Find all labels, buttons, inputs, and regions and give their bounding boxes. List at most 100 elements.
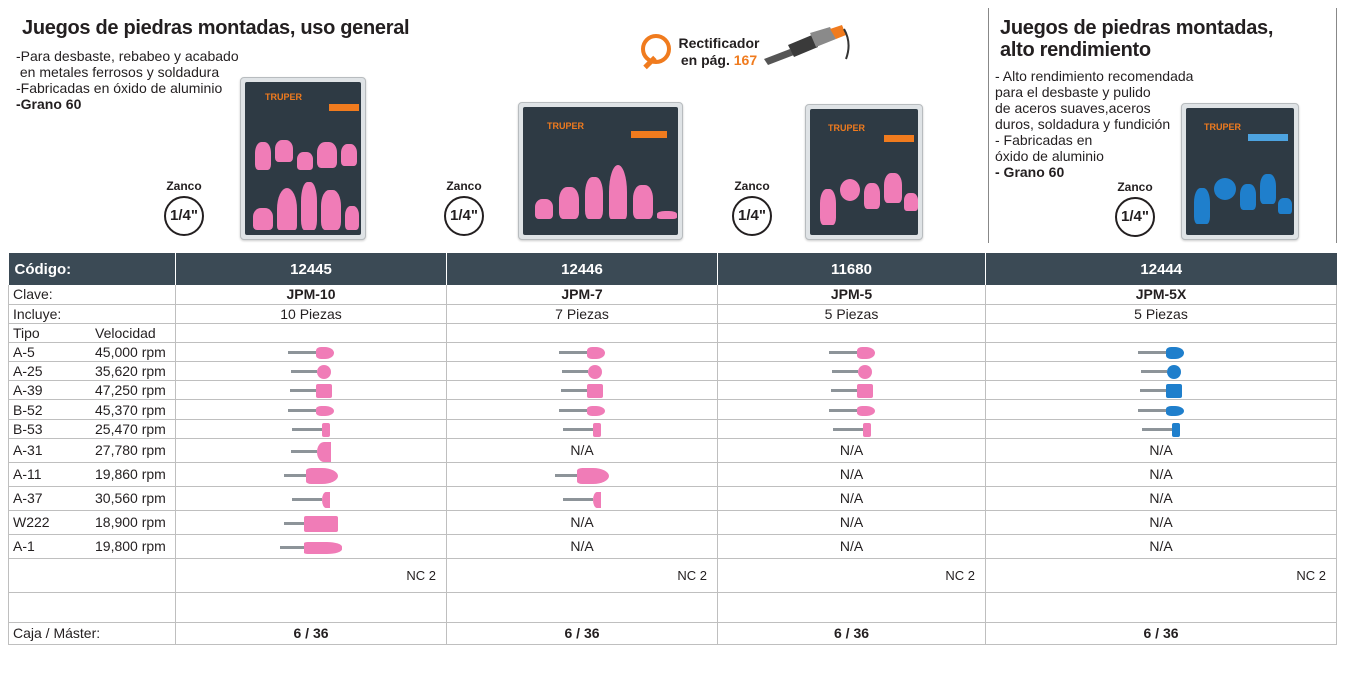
stone-shank <box>559 350 587 354</box>
stone-icon <box>542 381 622 399</box>
stone-image-cell <box>175 438 447 463</box>
stone-head <box>1172 422 1180 437</box>
stone-image <box>633 185 653 219</box>
feature-line: - Fabricadas en <box>995 132 1093 148</box>
code-cell: 12444 <box>985 253 1337 285</box>
stone-image-cell <box>446 380 718 401</box>
callout-page: 167 <box>733 52 758 68</box>
stone-image-cell <box>985 399 1337 420</box>
package-jpm-10: TRUPER <box>240 77 366 240</box>
stone-image <box>820 189 836 225</box>
stone-shank <box>1141 370 1167 374</box>
stone-row: B-52 45,370 rpm <box>8 399 1337 420</box>
stone-head <box>317 441 331 462</box>
stone-image <box>321 190 341 230</box>
package-tag <box>631 131 667 138</box>
zanco-size: 1/4" <box>1115 197 1155 237</box>
empty-cell <box>446 323 718 343</box>
stone-image <box>255 142 271 170</box>
stone-icon <box>812 343 892 361</box>
zanco-label: Zanco <box>446 179 482 193</box>
stone-image-cell <box>175 534 447 559</box>
stone-icon <box>271 343 351 361</box>
stone-head <box>857 365 872 380</box>
stone-head <box>856 346 875 359</box>
caja-cell: 6 / 36 <box>175 622 447 645</box>
zanco-size: 1/4" <box>164 196 204 236</box>
stone-icon <box>812 362 892 380</box>
tipo-value: B-52 <box>13 401 43 418</box>
stone-head <box>587 346 605 359</box>
tipo-cell: A-37 30,560 rpm <box>8 486 176 511</box>
caja-cell: 6 / 36 <box>985 622 1337 645</box>
stone-icon <box>542 466 622 484</box>
empty-cell <box>8 592 176 623</box>
stone-shank <box>284 521 304 525</box>
velocidad-label: Velocidad <box>95 324 156 341</box>
alto-features: - Alto rendimiento recomendada para el d… <box>995 68 1193 180</box>
tipo-cell: A-11 19,860 rpm <box>8 462 176 487</box>
title-line: Juegos de piedras montadas, <box>1000 17 1274 39</box>
zanco-badge: Zanco 1/4" <box>1107 180 1163 237</box>
stone-row: A-25 35,620 rpm <box>8 361 1337 382</box>
tipo-header-row: Tipo Velocidad <box>8 323 1337 343</box>
stone-image-cell <box>446 486 718 511</box>
stone-image-cell <box>985 342 1337 362</box>
general-features: -Para desbaste, rebabeo y acabado en met… <box>16 48 239 112</box>
code-header-row: Código: 12445 12446 11680 12444 <box>8 253 1337 285</box>
stone-image-cell <box>985 419 1337 439</box>
stone-shank <box>280 545 304 549</box>
stone-icon <box>271 362 351 380</box>
stone-head <box>593 422 601 437</box>
magnifier-icon <box>641 34 671 64</box>
stone-icon <box>1121 420 1201 438</box>
stone-row: W222 18,900 rpm N/A N/A N/A <box>8 510 1337 535</box>
stone-icon <box>542 362 622 380</box>
empty-cell <box>446 592 718 623</box>
stone-icon <box>542 490 622 508</box>
clave-label: Clave: <box>8 285 176 305</box>
feature-line: - Alto rendimiento recomendada <box>995 68 1194 84</box>
stone-row: A-1 19,800 rpm N/A N/A N/A <box>8 534 1337 559</box>
stone-image <box>1194 188 1210 224</box>
clave-cell: JPM-5 <box>717 285 986 305</box>
stone-head <box>317 365 331 380</box>
code-cell: 12446 <box>446 253 718 285</box>
stone-image-cell <box>717 380 986 401</box>
zanco-label: Zanco <box>1117 180 1153 194</box>
package-card: TRUPER <box>1186 108 1294 235</box>
nc-cell: NC 2 <box>446 558 718 593</box>
package-jpm-5: TRUPER <box>805 104 923 240</box>
stone-image <box>864 183 880 209</box>
velocidad-value: 45,370 rpm <box>95 401 166 418</box>
caja-label: Caja / Máster: <box>8 622 176 645</box>
stone-head <box>587 405 605 416</box>
stone-shank <box>562 370 588 374</box>
stone-head <box>322 491 330 508</box>
stone-head <box>304 515 338 532</box>
empty-cell <box>175 592 447 623</box>
package-card: TRUPER <box>810 109 918 235</box>
zanco-size: 1/4" <box>444 196 484 236</box>
stone-image-cell <box>446 419 718 439</box>
callout-prefix: en pág. <box>680 52 734 68</box>
stone-image <box>1240 184 1256 210</box>
stone-image-cell <box>717 342 986 362</box>
tipo-cell: A-1 19,800 rpm <box>8 534 176 559</box>
zanco-size: 1/4" <box>732 196 772 236</box>
tipo-cell: B-52 45,370 rpm <box>8 399 176 420</box>
stone-shank <box>830 389 857 393</box>
stone-image <box>301 182 317 230</box>
empty-cell <box>985 323 1337 343</box>
section-title-alto: Juegos de piedras montadas, alto rendimi… <box>1000 17 1273 61</box>
nc-cell: NC 2 <box>985 558 1337 593</box>
stone-head <box>316 405 334 416</box>
stone-shank <box>832 427 863 431</box>
stone-image <box>657 211 677 219</box>
stone-shank <box>1140 389 1166 393</box>
stone-row: A-39 47,250 rpm <box>8 380 1337 401</box>
stone-image-cell <box>175 342 447 362</box>
stone-shank <box>290 389 316 393</box>
na-cell: N/A <box>717 438 986 463</box>
stone-head <box>1166 346 1184 359</box>
